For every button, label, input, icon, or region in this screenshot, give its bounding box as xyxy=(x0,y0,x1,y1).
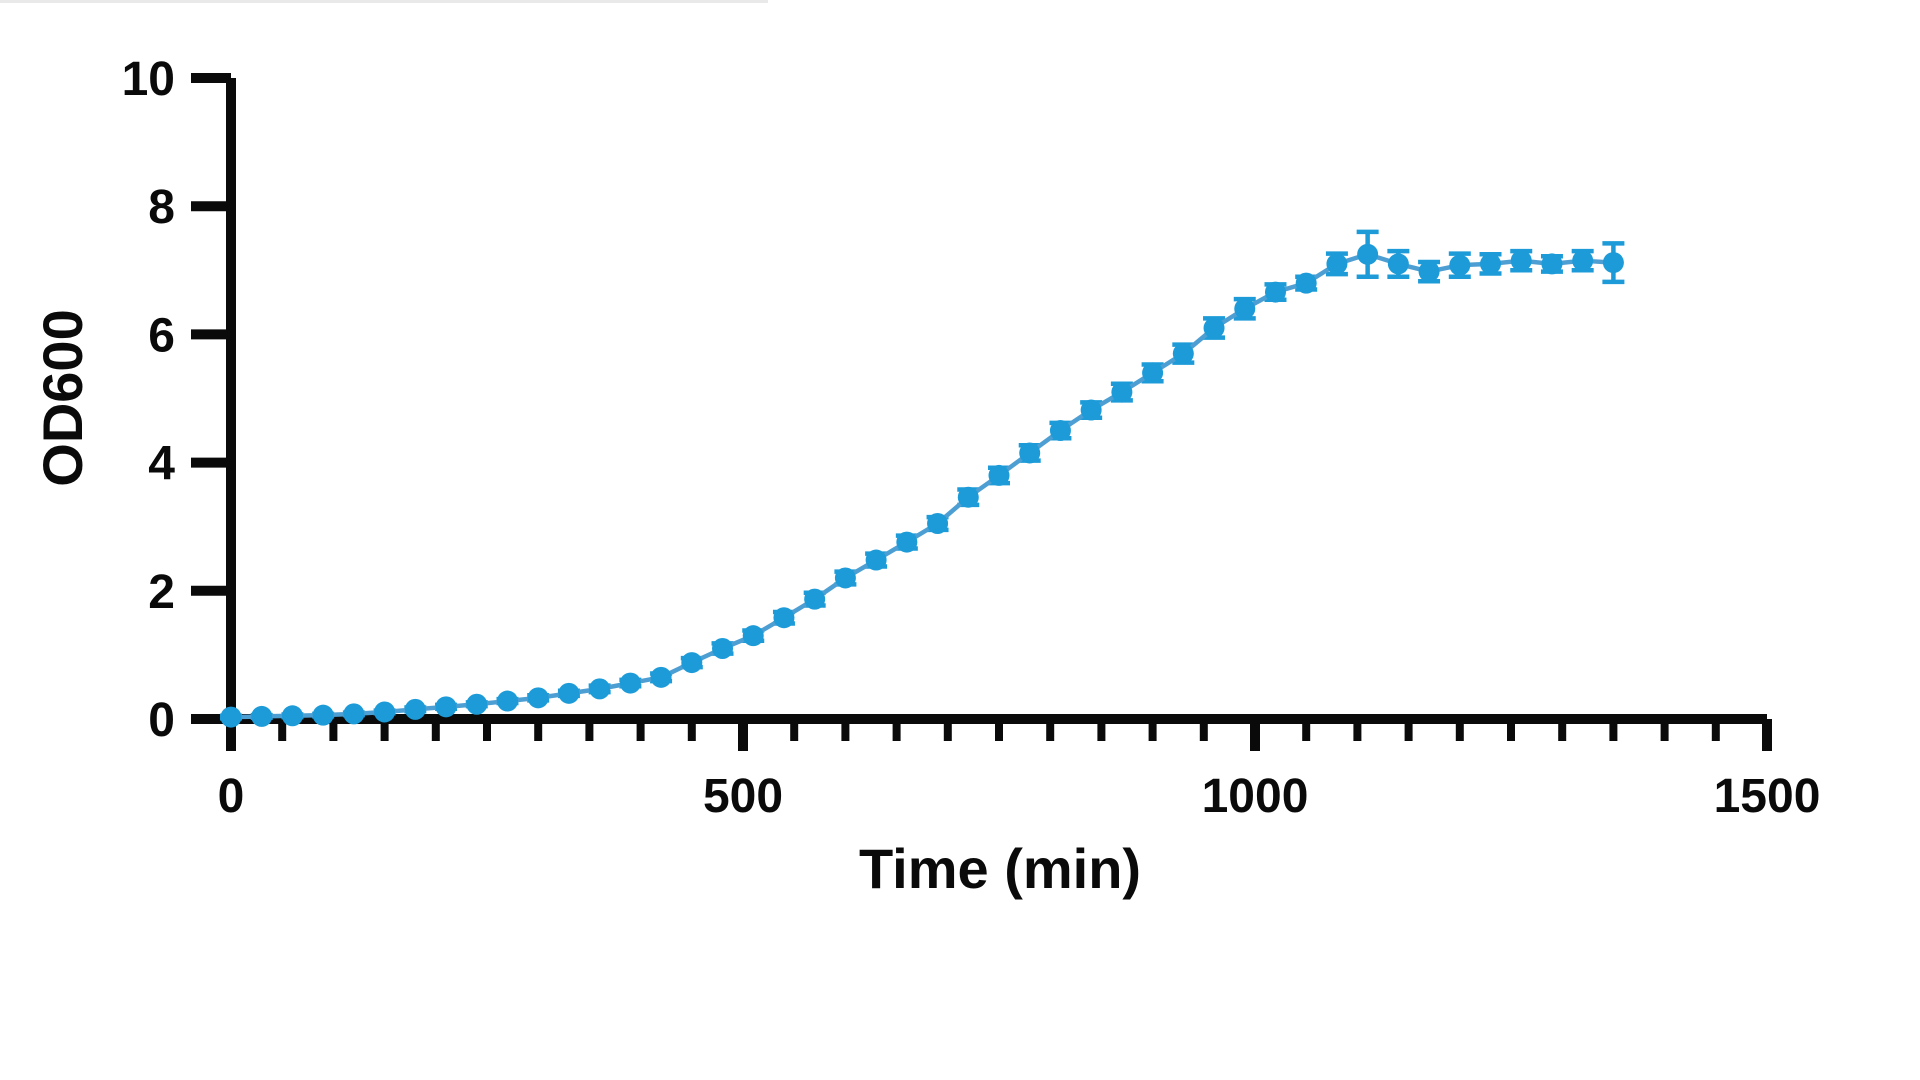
data-point xyxy=(988,464,1010,486)
data-point xyxy=(1418,261,1440,283)
x-tick-label: 500 xyxy=(703,770,783,823)
data-point xyxy=(1172,343,1194,365)
data-point xyxy=(865,549,887,571)
data-point xyxy=(589,678,611,700)
data-point xyxy=(312,704,334,726)
window-edge-artifact xyxy=(0,0,768,3)
data-point xyxy=(1357,243,1379,265)
data-point xyxy=(1572,250,1594,272)
data-point xyxy=(1142,362,1164,384)
x-tick-label: 1000 xyxy=(1202,770,1309,823)
data-point xyxy=(896,531,918,553)
data-point xyxy=(496,690,518,712)
data-point xyxy=(927,512,949,534)
data-point xyxy=(1295,272,1317,294)
data-point xyxy=(619,672,641,694)
data-point xyxy=(251,705,273,727)
x-tick-label: 1500 xyxy=(1714,770,1821,823)
x-axis-title: Time (min) xyxy=(859,837,1141,900)
data-series-line xyxy=(228,252,1616,720)
data-point xyxy=(281,705,303,727)
data-point xyxy=(343,703,365,725)
data-point xyxy=(650,666,672,688)
data-point xyxy=(712,637,734,659)
data-point xyxy=(742,625,764,647)
plot-layer: 0 500 1000 1500 0 2 4 6 8 10 xyxy=(122,53,1821,823)
data-point xyxy=(466,693,488,715)
data-point xyxy=(1387,253,1409,275)
y-tick-label: 0 xyxy=(148,694,175,747)
data-point xyxy=(1602,252,1624,274)
data-point xyxy=(681,652,703,674)
data-point xyxy=(1111,381,1133,403)
data-point xyxy=(374,701,396,723)
x-tick-label: 0 xyxy=(218,770,245,823)
data-point xyxy=(1264,281,1286,303)
data-point xyxy=(1203,317,1225,339)
data-point xyxy=(834,567,856,589)
data-point xyxy=(1019,442,1041,464)
y-tick-label: 2 xyxy=(148,566,175,619)
data-point xyxy=(1049,420,1071,442)
data-point xyxy=(1234,298,1256,320)
y-axis-title: OD600 xyxy=(31,309,94,486)
data-point xyxy=(220,706,242,728)
data-point xyxy=(1326,253,1348,275)
data-point xyxy=(558,682,580,704)
data-point xyxy=(773,607,795,629)
y-tick-label: 4 xyxy=(148,438,175,491)
y-tick-label: 10 xyxy=(122,53,175,106)
data-point xyxy=(1510,250,1532,272)
data-point xyxy=(1080,399,1102,421)
data-point xyxy=(435,696,457,718)
data-point xyxy=(404,698,426,720)
data-point xyxy=(1541,253,1563,275)
data-point xyxy=(1480,253,1502,275)
y-tick-label: 8 xyxy=(148,181,175,234)
y-tick-label: 6 xyxy=(148,309,175,362)
data-point xyxy=(1449,254,1471,276)
data-point xyxy=(957,486,979,508)
data-point xyxy=(527,687,549,709)
data-point xyxy=(804,588,826,610)
